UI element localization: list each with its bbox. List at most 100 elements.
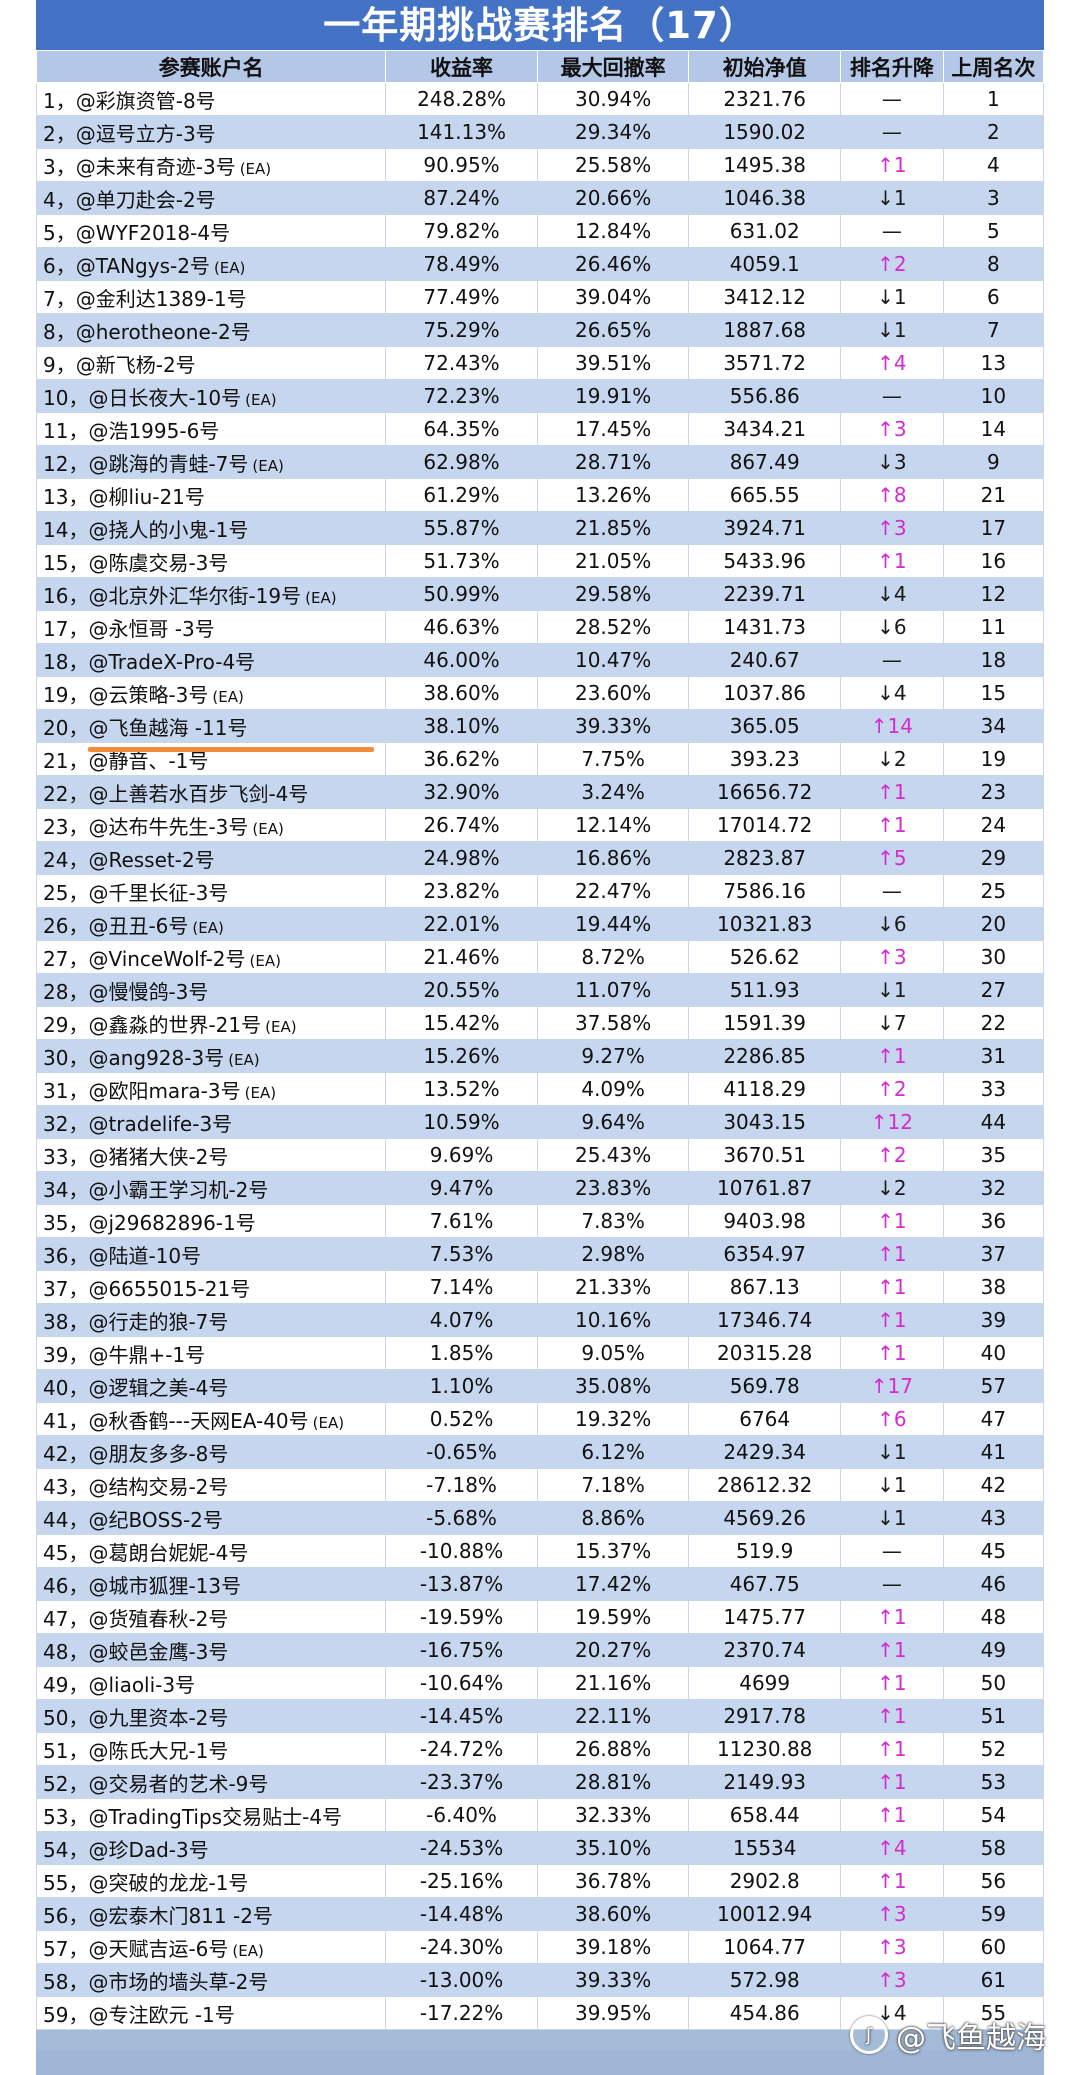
cell-drawdown: 13.26% bbox=[536, 478, 690, 512]
cell-nav: 365.05 bbox=[688, 709, 841, 743]
cell-account: 50，@九里资本-2号 bbox=[35, 1699, 387, 1733]
cell-rank-change: ↓1 bbox=[839, 181, 944, 215]
table-row: 48，@蛟邑金鹰-3号 -16.75% 20.27% 2370.74 ↑1 49 bbox=[35, 1633, 1045, 1667]
rank-separator: ， bbox=[68, 1507, 89, 1532]
cell-rank-change: ↓2 bbox=[839, 742, 944, 776]
cell-last-rank: 51 bbox=[942, 1699, 1045, 1733]
rank-number: 42 bbox=[43, 1441, 69, 1466]
cell-nav: 1887.68 bbox=[688, 313, 841, 347]
rank-separator: ， bbox=[68, 946, 89, 971]
cell-last-rank: 11 bbox=[942, 610, 1045, 644]
cell-last-rank: 36 bbox=[942, 1204, 1045, 1238]
rank-separator: ， bbox=[68, 1837, 89, 1862]
account-name: @TradeX-Pro-4号 bbox=[88, 649, 256, 674]
cell-drawdown: 35.08% bbox=[536, 1369, 690, 1403]
cell-drawdown: 39.33% bbox=[536, 709, 690, 743]
cell-rank-change: ↑1 bbox=[839, 1864, 944, 1898]
rank-number: 16 bbox=[43, 583, 69, 608]
account-name: @跳海的青蛙-7号 bbox=[88, 451, 249, 476]
account-name: @herotheone-2号 bbox=[75, 319, 251, 344]
table-row: 27，@VinceWolf-2号 (EA) 21.46% 8.72% 526.62 ↑3 3… bbox=[35, 940, 1045, 974]
cell-nav: 2429.34 bbox=[688, 1435, 841, 1469]
cell-drawdown: 22.11% bbox=[536, 1699, 690, 1733]
cell-last-rank: 9 bbox=[942, 445, 1045, 479]
table-row: 35，@j29682896-1号 7.61% 7.83% 9403.98 ↑1 36 bbox=[35, 1204, 1045, 1238]
cell-last-rank: 45 bbox=[942, 1534, 1045, 1568]
cell-last-rank: 7 bbox=[942, 313, 1045, 347]
rank-number: 28 bbox=[43, 979, 69, 1004]
cell-last-rank: 16 bbox=[942, 544, 1045, 578]
cell-rank-change: ↓1 bbox=[839, 973, 944, 1007]
rank-separator: ， bbox=[68, 1969, 89, 1994]
table-row: 34，@小霸王学习机-2号 9.47% 23.83% 10761.87 ↓2 32 bbox=[35, 1171, 1045, 1205]
cell-last-rank: 53 bbox=[942, 1765, 1045, 1799]
table-row: 19，@云策略-3号 (EA) 38.60% 23.60% 1037.86 ↓4 15 bbox=[35, 676, 1045, 710]
table-row: 43，@结构交易-2号 -7.18% 7.18% 28612.32 ↓1 42 bbox=[35, 1468, 1045, 1502]
ea-tag: (EA) bbox=[252, 456, 284, 475]
table-row: 32，@tradelife-3号 10.59% 9.64% 3043.15 ↑12 44 bbox=[35, 1105, 1045, 1139]
account-name: @柳liu-21号 bbox=[88, 484, 205, 509]
cell-return: 26.74% bbox=[385, 808, 538, 842]
cell-return: 78.49% bbox=[385, 247, 538, 281]
account-name: @九里资本-2号 bbox=[88, 1705, 229, 1730]
cell-rank-change: — bbox=[839, 1567, 944, 1601]
rank-number: 51 bbox=[43, 1738, 69, 1763]
cell-last-rank: 14 bbox=[942, 412, 1045, 446]
cell-drawdown: 36.78% bbox=[536, 1864, 690, 1898]
table-row: 18，@TradeX-Pro-4号 46.00% 10.47% 240.67—18 bbox=[35, 643, 1045, 677]
table-row: 42，@朋友多多-8号 -0.65% 6.12% 2429.34 ↓1 41 bbox=[35, 1435, 1045, 1469]
account-name: @千里长征-3号 bbox=[88, 880, 229, 905]
cell-rank-change: — bbox=[839, 214, 944, 248]
cell-nav: 556.86 bbox=[688, 379, 841, 413]
account-name: @行走的狼-7号 bbox=[88, 1309, 229, 1334]
account-name: @鑫淼的世界-21号 bbox=[88, 1012, 262, 1037]
cell-return: 15.26% bbox=[385, 1039, 538, 1073]
cell-rank-change: ↑8 bbox=[839, 478, 944, 512]
cell-drawdown: 9.05% bbox=[536, 1336, 690, 1370]
column-header-rank-change: 排名升降 bbox=[839, 50, 944, 83]
cell-account: 1，@彩旗资管-8号 bbox=[35, 82, 387, 116]
column-header-account: 参赛账户名 bbox=[35, 50, 387, 83]
cell-return: -16.75% bbox=[385, 1633, 538, 1667]
cell-drawdown: 11.07% bbox=[536, 973, 690, 1007]
account-name: @专注欧元 -1号 bbox=[88, 2002, 235, 2027]
ea-tag: (EA) bbox=[213, 258, 246, 277]
cell-drawdown: 26.46% bbox=[536, 247, 690, 281]
account-name: @云策略-3号 bbox=[88, 682, 209, 707]
rank-number: 52 bbox=[43, 1771, 69, 1796]
cell-last-rank: 50 bbox=[942, 1666, 1045, 1700]
rank-number: 4 bbox=[43, 187, 56, 212]
rank-number: 5 bbox=[43, 220, 56, 245]
cell-account: 56，@宏泰木门811 -2号 bbox=[35, 1897, 387, 1931]
account-name: @秋香鹤---天网EA-40号 bbox=[88, 1408, 309, 1433]
cell-last-rank: 17 bbox=[942, 511, 1045, 545]
rank-separator: ， bbox=[68, 1441, 89, 1466]
cell-rank-change: ↑1 bbox=[839, 1798, 944, 1832]
ea-tag: (EA) bbox=[305, 588, 337, 607]
cell-rank-change: ↑6 bbox=[839, 1402, 944, 1436]
cell-last-rank: 47 bbox=[942, 1402, 1045, 1436]
rank-number: 18 bbox=[43, 649, 69, 674]
cell-nav: 2823.87 bbox=[688, 841, 841, 875]
cell-last-rank: 35 bbox=[942, 1138, 1045, 1172]
cell-last-rank: 6 bbox=[942, 280, 1045, 314]
cell-last-rank: 24 bbox=[942, 808, 1045, 842]
cell-return: 7.53% bbox=[385, 1237, 538, 1271]
rank-number: 13 bbox=[43, 484, 69, 509]
table-row: 23，@达布牛先生-3号 (EA) 26.74% 12.14% 17014.72 ↑1 24 bbox=[35, 808, 1045, 842]
table-row: 8，@herotheone-2号 75.29% 26.65% 1887.68 ↓1 7 bbox=[35, 313, 1045, 347]
cell-nav: 2370.74 bbox=[688, 1633, 841, 1667]
table-row: 22，@上善若水百步飞剑-4号 32.90% 3.24% 16656.72 ↑1 23 bbox=[35, 775, 1045, 809]
ea-tag: (EA) bbox=[244, 1083, 277, 1102]
table-row: 26，@丑丑-6号 (EA) 22.01% 19.44% 10321.83 ↓6 20 bbox=[35, 907, 1045, 941]
account-name: @纪BOSS-2号 bbox=[88, 1507, 223, 1532]
cell-return: 7.61% bbox=[385, 1204, 538, 1238]
rank-separator: ， bbox=[68, 1870, 89, 1895]
cell-last-rank: 40 bbox=[942, 1336, 1045, 1370]
rank-number: 56 bbox=[43, 1903, 69, 1928]
rank-number: 21 bbox=[43, 748, 69, 773]
cell-nav: 467.75 bbox=[688, 1567, 841, 1601]
account-name: @达布牛先生-3号 bbox=[88, 814, 249, 839]
cell-last-rank: 48 bbox=[942, 1600, 1045, 1634]
cell-return: 1.85% bbox=[385, 1336, 538, 1370]
